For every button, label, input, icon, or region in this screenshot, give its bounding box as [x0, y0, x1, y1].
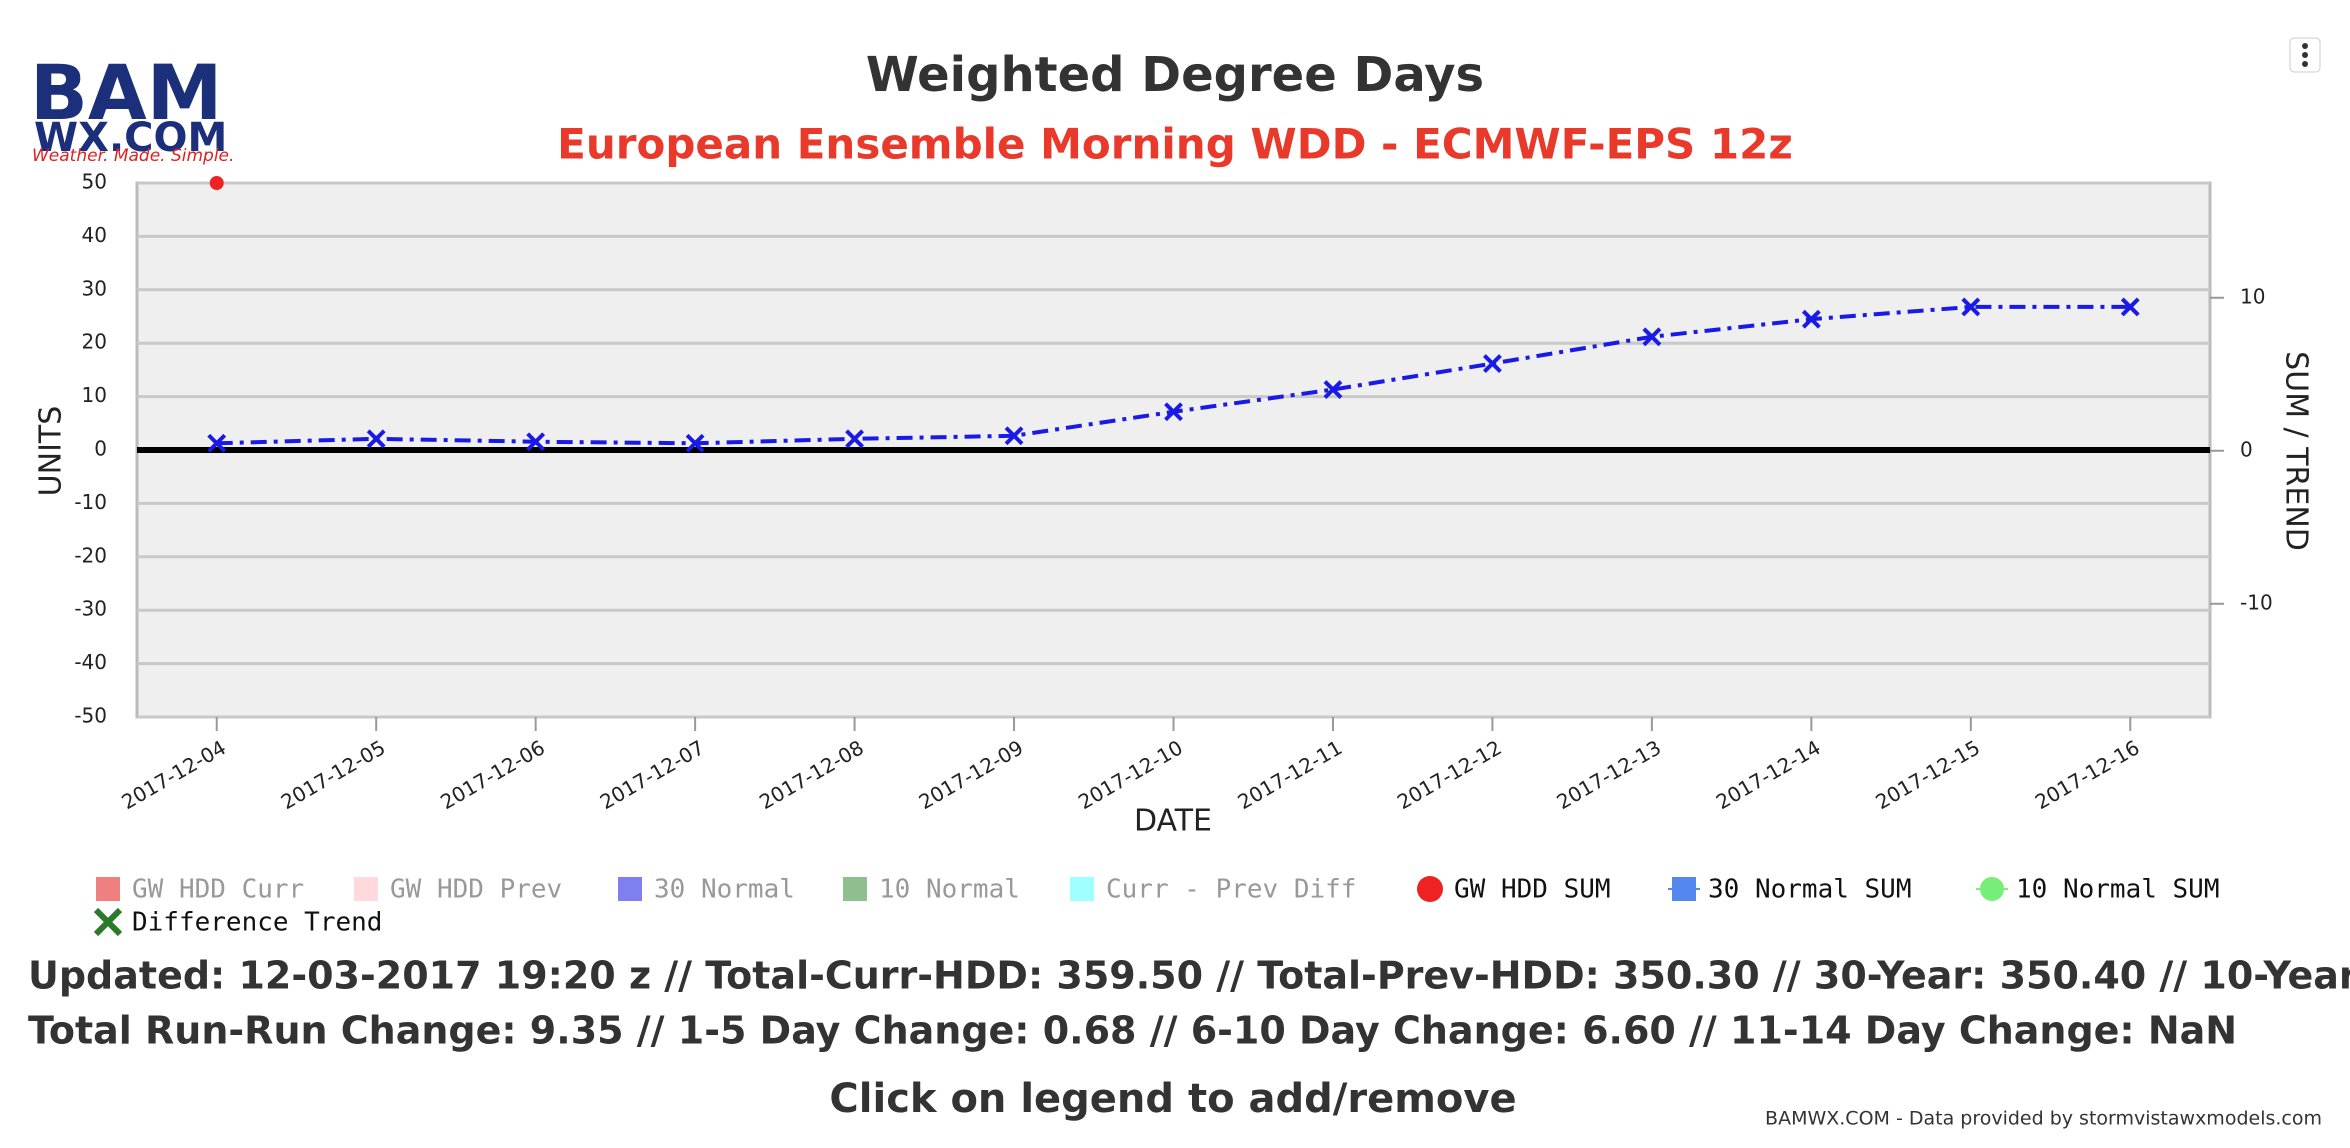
legend-item[interactable]: GW HDD Prev: [354, 875, 562, 905]
x-tick-label: 2017-12-16: [2031, 735, 2144, 814]
legend-item[interactable]: 10 Normal: [843, 875, 1020, 905]
legend-marker: [1417, 876, 1443, 902]
legend-marker: [1980, 877, 2004, 901]
legend-marker: [843, 877, 867, 901]
legend-label: Curr - Prev Diff: [1106, 875, 1356, 905]
y-tick-label: 0: [94, 437, 107, 461]
legend-label: 10 Normal: [879, 875, 1020, 905]
legend-marker: [96, 877, 120, 901]
point: [1642, 327, 1662, 347]
legend-label: 10 Normal SUM: [2016, 875, 2220, 905]
legend-marker: [1070, 877, 1094, 901]
point: [366, 429, 386, 449]
y-tick-label: -30: [74, 597, 107, 621]
credit: BAMWX.COM - Data provided by stormvistaw…: [1765, 1108, 2322, 1130]
legend-item[interactable]: 30 Normal: [618, 875, 795, 905]
x-tick-label: 2017-12-05: [277, 735, 390, 814]
legend-label: GW HDD SUM: [1454, 875, 1611, 905]
chart-subtitle: European Ensemble Morning WDD - ECMWF-EP…: [557, 120, 1793, 169]
legend-item[interactable]: 30 Normal SUM: [1668, 875, 1912, 905]
y-tick-label: 10: [82, 383, 107, 407]
chart-title: Weighted Degree Days: [866, 47, 1484, 103]
x-tick-label: 2017-12-14: [1712, 735, 1825, 814]
y-tick-label: 30: [82, 276, 107, 300]
legend-item[interactable]: GW HDD SUM: [1417, 875, 1611, 905]
menu-dot: [2302, 61, 2308, 67]
legend-item[interactable]: Curr - Prev Diff: [1070, 875, 1356, 905]
legend-marker: [1672, 877, 1696, 901]
point: [209, 176, 224, 190]
legend-label: GW HDD Curr: [132, 875, 304, 905]
x-tick-label: 2017-12-09: [915, 735, 1028, 814]
y-tick-label: -50: [74, 704, 107, 728]
legend-marker: [354, 877, 378, 901]
info-line: Updated: 12-03-2017 19:20 z // Total-Cur…: [28, 954, 2350, 998]
x-axis-label: DATE: [1134, 804, 1212, 839]
x-tick-label: 2017-12-10: [1074, 735, 1187, 814]
logo-tagline: Weather. Made. Simple.: [32, 146, 234, 166]
logo-site: WX.COM: [34, 115, 227, 161]
point: [1483, 354, 1502, 373]
y-tick-label: -40: [74, 650, 107, 674]
x-tick-label: 2017-12-15: [1871, 735, 1984, 814]
point: [1961, 297, 1981, 317]
y-tick-label: -20: [74, 543, 107, 567]
logo-brand: BAM: [30, 48, 222, 137]
y2-tick-label: -10: [2240, 590, 2273, 614]
legend-item[interactable]: GW HDD Curr: [96, 875, 304, 905]
point: [1004, 426, 1024, 446]
x-tick-label: 2017-12-11: [1234, 735, 1347, 814]
y-tick-label: 50: [82, 170, 107, 194]
point: [845, 429, 864, 449]
info-line: Total Run-Run Change: 9.35 // 1-5 Day Ch…: [28, 1009, 2237, 1053]
menu-dot: [2302, 52, 2308, 58]
legend-item[interactable]: 10 Normal SUM: [1976, 875, 2220, 905]
y-tick-label: 40: [82, 223, 107, 247]
x-tick-label: 2017-12-08: [755, 735, 868, 814]
y-tick-label: -10: [74, 490, 107, 514]
point: [207, 433, 227, 453]
y2-axis-label: SUM / TREND: [2279, 351, 2314, 551]
x-tick-label: 2017-12-04: [117, 735, 230, 814]
legend-label: 30 Normal: [654, 875, 795, 905]
y-axis-label: UNITS: [34, 406, 69, 497]
point: [685, 433, 705, 453]
menu-dot: [2302, 43, 2308, 49]
point: [526, 432, 546, 452]
y-tick-label: 20: [82, 330, 107, 354]
y2-tick-label: 0: [2240, 437, 2253, 461]
legend-label: 30 Normal SUM: [1708, 875, 1912, 905]
point: [1801, 309, 1821, 329]
legend-hint: Click on legend to add/remove: [829, 1076, 1516, 1122]
menu-button[interactable]: [2289, 37, 2321, 73]
x-tick-label: 2017-12-12: [1393, 735, 1506, 814]
point: [1323, 380, 1343, 399]
legend-label: Difference Trend: [132, 908, 382, 938]
x-tick-label: 2017-12-06: [436, 735, 549, 814]
x-tick-label: 2017-12-07: [596, 735, 709, 814]
legend-marker: [618, 877, 642, 901]
y2-tick-label: 10: [2240, 284, 2265, 308]
point: [1164, 402, 1183, 422]
point: [2120, 297, 2140, 317]
x-tick-label: 2017-12-13: [1552, 735, 1665, 814]
legend-marker: [93, 907, 123, 937]
legend-item[interactable]: Difference Trend: [93, 907, 382, 938]
legend-label: GW HDD Prev: [390, 875, 562, 905]
